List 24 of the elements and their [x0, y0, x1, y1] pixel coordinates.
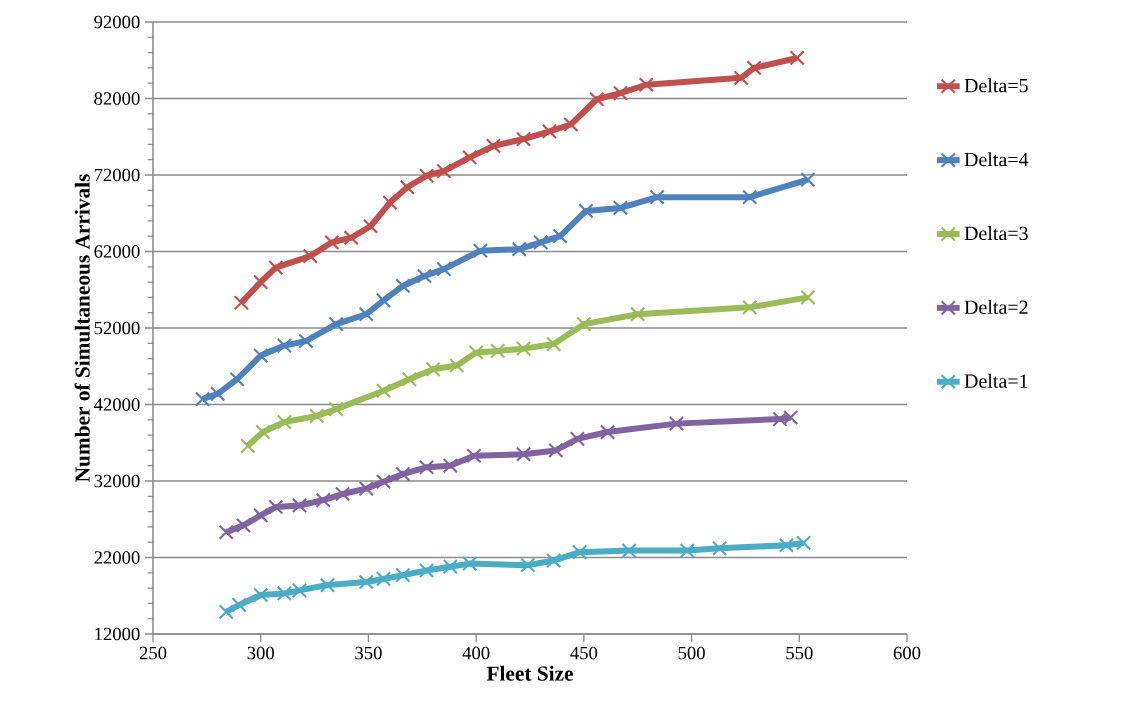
x-tick-label: 300 — [247, 646, 274, 660]
y-tick-label: 52000 — [94, 321, 140, 335]
y-tick-label: 22000 — [94, 551, 140, 564]
y-tick-label: 92000 — [94, 15, 140, 29]
y-tick-label: 62000 — [94, 245, 140, 258]
x-tick-label: 450 — [570, 646, 598, 660]
y-tick-label: 42000 — [93, 398, 140, 411]
legend-label: Delta=2 — [964, 299, 1028, 314]
x-tick-label: 250 — [139, 646, 167, 660]
x-axis-title: Fleet Size — [486, 665, 573, 681]
x-tick-label: 350 — [355, 646, 382, 660]
legend-label: Delta=4 — [964, 152, 1029, 167]
y-tick-label: 32000 — [94, 474, 140, 488]
y-tick-label: 72000 — [94, 168, 140, 182]
x-tick-label: 600 — [893, 646, 921, 660]
x-tick-label: 550 — [786, 646, 813, 660]
legend-label: Delta=5 — [964, 78, 1028, 93]
x-tick-label: 400 — [462, 646, 490, 660]
legend-label: Delta=1 — [964, 373, 1028, 388]
y-tick-label: 82000 — [94, 92, 140, 105]
y-axis-title: Number of Simultaneous Arrivals — [74, 174, 90, 482]
x-tick-label: 500 — [678, 646, 705, 660]
legend-label: Delta=3 — [964, 226, 1028, 241]
y-tick-label: 12000 — [95, 627, 140, 641]
